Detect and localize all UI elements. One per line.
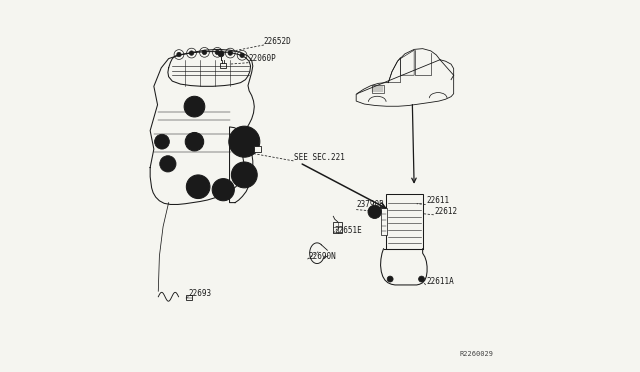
Bar (220, 63, 226, 68)
Circle shape (155, 134, 170, 149)
Circle shape (184, 96, 205, 117)
Circle shape (218, 51, 224, 57)
Bar (387, 194, 422, 249)
Text: 22611A: 22611A (426, 278, 454, 286)
Text: 22060P: 22060P (248, 54, 276, 63)
Circle shape (389, 278, 391, 280)
Circle shape (239, 169, 250, 181)
Bar (333, 222, 342, 233)
Circle shape (212, 179, 234, 201)
Circle shape (229, 126, 260, 157)
Circle shape (387, 276, 393, 282)
Bar (372, 85, 383, 93)
Circle shape (420, 278, 422, 280)
Circle shape (218, 185, 228, 195)
Circle shape (419, 276, 424, 282)
Circle shape (202, 50, 207, 55)
Circle shape (232, 162, 257, 188)
Text: 22693: 22693 (189, 289, 212, 298)
Text: 22690N: 22690N (308, 251, 336, 260)
Circle shape (240, 53, 244, 58)
Circle shape (189, 51, 194, 55)
Text: 22611: 22611 (426, 196, 449, 205)
Circle shape (160, 156, 176, 172)
Circle shape (368, 205, 381, 218)
Text: 22652D: 22652D (264, 37, 292, 46)
Circle shape (177, 52, 181, 57)
Circle shape (190, 138, 198, 146)
Bar (253, 147, 261, 152)
Circle shape (215, 50, 220, 55)
Circle shape (237, 135, 252, 149)
Text: 22612: 22612 (435, 207, 458, 216)
Bar (381, 208, 387, 235)
Text: 22651E: 22651E (334, 226, 362, 235)
Text: 23790B: 23790B (357, 200, 385, 209)
Circle shape (186, 175, 210, 199)
Bar (186, 295, 192, 301)
Circle shape (228, 51, 232, 55)
Circle shape (371, 208, 378, 215)
Circle shape (193, 182, 204, 192)
Circle shape (190, 102, 199, 111)
Text: R2260029: R2260029 (460, 350, 493, 357)
Circle shape (220, 53, 222, 55)
Text: SEE SEC.221: SEE SEC.221 (294, 153, 345, 162)
Circle shape (185, 132, 204, 151)
